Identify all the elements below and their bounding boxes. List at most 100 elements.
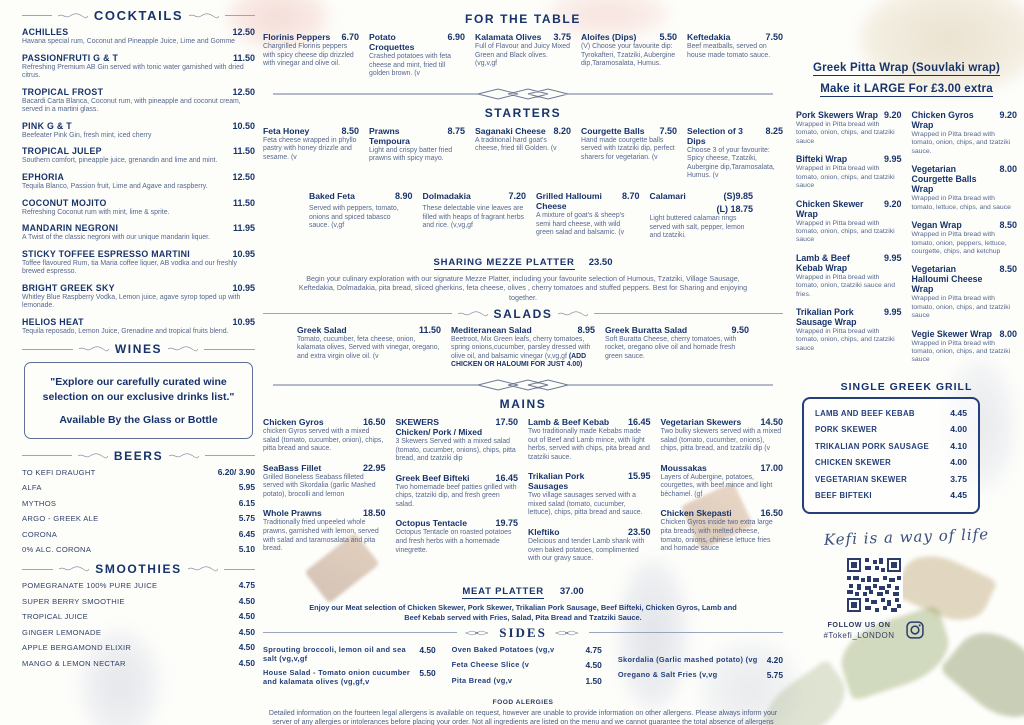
item-description: Beef meatballs, served on house made tom… <box>687 43 771 59</box>
menu-item: Oregano & Salt Fries (v,vg 5.75 <box>618 670 783 680</box>
item-price: 4.50 <box>585 660 602 671</box>
item-name: ALFA <box>22 483 42 493</box>
menu-item: STICKY TOFFEE ESPRESSO MARTINI 10.95 Tof… <box>22 249 255 277</box>
item-name: Selection of 3 Dips <box>687 125 743 146</box>
allergy-notice: FOOD ALERGIES Detailed information on th… <box>263 699 783 725</box>
menu-item: ARGO - GREEK ALE 5.75 <box>22 513 255 523</box>
menu-item: Dolmadakia 7.20 These delectable vine le… <box>423 186 527 241</box>
item-header: Chicken Skepasti 16.50 <box>661 508 784 518</box>
item-name: Moussakas <box>660 462 707 473</box>
item-header: Greek Beef Bifteki 16.45 <box>396 473 519 483</box>
menu-item: PORK SKEWER 4.00 <box>815 424 967 434</box>
wine-quote: "Explore our carefully curated wine sele… <box>42 376 235 403</box>
mains-col3: Lamb & Beef Kebab 16.45 Two traditionall… <box>528 417 651 573</box>
item-description: Wrapped in Pitta bread with tomato, onio… <box>911 231 1007 255</box>
item-name: MEAT PLATTER <box>462 585 544 599</box>
menu-item: Aloifes (Dips) 5.50 (V) Choose your favo… <box>581 32 677 79</box>
item-name: Potato Croquettes <box>369 32 415 52</box>
item-description: Full of Flavour and Juicy Mixed Green an… <box>475 43 570 68</box>
item-name: TROPICAL JUICE <box>22 612 88 622</box>
allergy-label: FOOD ALERGIES <box>492 698 554 706</box>
item-name: Grilled Halloumi Cheese <box>536 190 602 211</box>
item-description: Tequila Blanco, Passion fruit, Lime and … <box>22 182 208 190</box>
beers-list: TO KEFI DRAUGHT 6.20/ 3.90 ALFA 5.95 MYT… <box>22 467 255 555</box>
item-description: Served with peppers, tomato, onions and … <box>309 204 399 230</box>
item-description: Two village sausages served with a mixed… <box>528 492 643 517</box>
item-description: Southern comfort, pineapple juice, grena… <box>22 157 218 165</box>
item-price: 5.50 <box>419 668 436 679</box>
menu-item: Vegetarian Halloumi Cheese Wrap 8.50 Wra… <box>912 264 1018 320</box>
item-description: 3 Skewers Served with a mixed salad (tom… <box>395 438 516 463</box>
item-name: PORK SKEWER <box>815 425 878 435</box>
item-price: 8.50 <box>999 220 1017 231</box>
item-price: 8.50 <box>999 264 1017 275</box>
item-name: LAMB AND BEEF KEBAB <box>815 408 915 418</box>
item-name: PINK G & T <box>22 120 72 131</box>
allergy-text: Detailed information on the fourteen leg… <box>268 709 778 725</box>
meat-platter-header: MEAT PLATTER 37.00 <box>462 585 584 599</box>
item-price: 16.50 <box>760 508 783 519</box>
item-name: Lamb & Beef Kebab <box>528 417 610 428</box>
wraps-column: Greek Pitta Wrap (Souvlaki wrap) Make it… <box>796 58 1017 640</box>
item-price: 23.50 <box>588 256 613 268</box>
squiggle-ornament <box>168 346 199 352</box>
item-header: Trikalian Pork Sausages 15.95 <box>528 471 651 491</box>
item-header: Vegie Skewer Wrap 8.00 <box>912 329 1018 339</box>
divider-line <box>22 568 54 570</box>
mezze-platter: SHARING MEZZE PLATTER 23.50 Begin your c… <box>263 252 783 303</box>
item-name: SUPER BERRY SMOOTHIE <box>22 596 125 606</box>
item-header: Dolmadakia 7.20 <box>423 186 527 204</box>
item-price: 6.70 <box>341 32 359 42</box>
item-description: Two bulky skewers served with a mixed sa… <box>660 428 782 453</box>
knot-divider <box>263 379 783 391</box>
item-name: EPHORIA <box>22 171 65 182</box>
item-name: Trikalian Pork Sausages <box>528 471 585 492</box>
item-description: Beetroot, Mix Green leafs, cherry tomato… <box>451 336 595 370</box>
item-price: 5.95 <box>238 482 255 493</box>
item-description: Wrapped in Pitta bread with tomato, onio… <box>796 273 895 298</box>
item-name: TROPICAL FROST <box>22 86 104 97</box>
item-price: 1.50 <box>585 675 602 686</box>
wraps-left-col: Pork Skewers Wrap 9.20 Wrapped in Pitta … <box>796 110 902 373</box>
menu-item: Calamari (S)9.85 (L) 18.75 Light buttere… <box>650 186 754 241</box>
item-price: 9.50 <box>731 324 749 335</box>
menu-item: LAMB AND BEEF KEBAB 4.45 <box>815 408 967 418</box>
item-name: Kalamata Olives <box>475 32 542 42</box>
item-description: chicken Gyros served with a mixed salad … <box>263 428 384 453</box>
menu-item: SKEWERS 17.50 Chicken/ Pork / Mixed 3 Sk… <box>396 417 519 464</box>
item-name: Dolmadakia <box>422 190 471 201</box>
menu-item: PINK G & T 10.50 Beefeater Pink Gin, fre… <box>22 121 255 141</box>
item-description: Refreshing Premium AB Gin served with to… <box>22 63 244 80</box>
for-the-table-header: FOR THE TABLE <box>263 10 783 28</box>
item-price: 7.50 <box>659 125 677 136</box>
wraps-header: Greek Pitta Wrap (Souvlaki wrap) Make it… <box>796 58 1017 100</box>
squiggle-ornament <box>59 566 90 572</box>
item-header: PASSIONFRUTI G & T 11.50 <box>22 53 255 63</box>
item-description: Wrapped in Pitta bread with tomato, onio… <box>796 219 895 244</box>
single-greek-grill-section: SINGLE GREEK GRILL LAMB AND BEEF KEBAB 4… <box>796 381 1017 514</box>
item-price: 3.75 <box>553 32 571 42</box>
menu-item: 0% ALC. CORONA 5.10 <box>22 544 255 554</box>
item-description-text: Beetroot, Mix Green leafs, cherry tomato… <box>451 335 591 360</box>
menu-item: EPHORIA 12.50 Tequila Blanco, Passion fr… <box>22 172 255 192</box>
item-price: 9.95 <box>883 252 902 263</box>
item-price: 8.95 <box>577 324 595 335</box>
item-name: SHARING MEZZE PLATTER <box>433 256 575 270</box>
item-description-text: Tomato, cucumber, feta cheese, onion, ka… <box>297 335 440 360</box>
cocktails-list: ACHILLES 12.50 Havana special rum, Cocon… <box>22 27 255 336</box>
item-header: Chicken Skewer Wrap 9.20 <box>796 199 902 219</box>
item-description: Wrapped in Pitta bread with tomato, onio… <box>796 328 895 352</box>
item-name: Greek Beef Bifteki <box>395 472 470 483</box>
item-header: PINK G & T 10.50 <box>22 121 255 131</box>
menu-item: Whole Prawns 18.50 Traditionally fried u… <box>263 508 386 553</box>
item-header: Chicken Gyros Wrap 9.20 <box>912 110 1018 130</box>
item-header: Octopus Tentacle 19.75 <box>396 518 519 528</box>
item-price: 7.20 <box>508 190 526 201</box>
menu-item: CHICKEN SKEWER 4.00 <box>815 457 967 467</box>
item-description: Feta cheese wrapped in phyllo pastry wit… <box>263 136 357 161</box>
item-name: Chicken Gyros Wrap <box>911 110 974 130</box>
menu-item: Chicken Gyros Wrap 9.20 Wrapped in Pitta… <box>912 110 1018 156</box>
squiggle-ornament <box>189 12 220 18</box>
item-name: Prawns Tempoura <box>369 125 410 146</box>
item-header: Vegan Wrap 8.50 <box>912 220 1018 230</box>
